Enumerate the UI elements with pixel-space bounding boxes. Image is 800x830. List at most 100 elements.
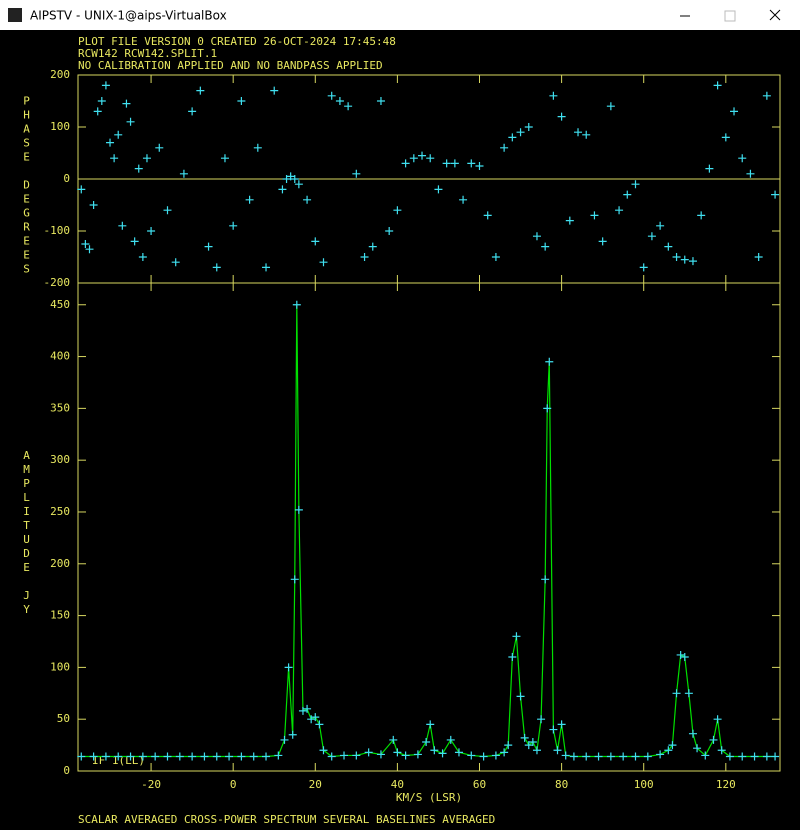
data-point bbox=[590, 211, 599, 220]
data-point bbox=[126, 752, 135, 761]
data-point bbox=[639, 263, 648, 272]
annotation: IF 1(LL) bbox=[92, 754, 145, 767]
title-bar bbox=[0, 0, 800, 30]
data-point bbox=[237, 97, 246, 105]
y-tick-label: 200 bbox=[50, 68, 70, 81]
y-tick-label: 150 bbox=[50, 609, 70, 622]
data-point bbox=[631, 752, 640, 761]
data-point bbox=[615, 206, 624, 215]
data-point bbox=[340, 751, 349, 760]
data-point bbox=[85, 245, 94, 254]
data-point bbox=[524, 741, 533, 750]
data-point bbox=[344, 102, 353, 111]
data-point bbox=[292, 300, 301, 309]
data-point bbox=[294, 180, 303, 189]
data-point bbox=[500, 143, 509, 152]
footer: SCALAR AVERAGED CROSS-POWER SPECTRUM SEV… bbox=[78, 813, 495, 826]
data-point bbox=[280, 735, 289, 744]
data-point bbox=[557, 112, 566, 121]
header-line: NO CALIBRATION APPLIED AND NO BANDPASS A… bbox=[78, 59, 383, 72]
data-point bbox=[467, 159, 476, 168]
data-point bbox=[516, 692, 525, 701]
data-point bbox=[286, 172, 295, 181]
data-point bbox=[680, 255, 689, 264]
plot-area bbox=[0, 30, 800, 830]
data-point bbox=[389, 735, 398, 744]
data-point bbox=[163, 752, 172, 761]
data-point bbox=[77, 185, 86, 194]
y-axis-label: PHASE DEGREES bbox=[20, 95, 33, 277]
data-point bbox=[606, 102, 615, 111]
data-point bbox=[606, 752, 615, 761]
data-point bbox=[282, 175, 291, 183]
data-point bbox=[553, 746, 562, 755]
data-point bbox=[771, 190, 780, 199]
x-tick-label: 40 bbox=[391, 778, 404, 791]
maximize-button[interactable] bbox=[724, 10, 736, 22]
data-point bbox=[393, 206, 402, 215]
data-point bbox=[717, 746, 726, 755]
data-point bbox=[483, 211, 492, 220]
window-title: AIPSTV - UNIX-1@aips-VirtualBox bbox=[30, 9, 227, 23]
data-point bbox=[179, 169, 188, 178]
y-tick-label: 250 bbox=[50, 505, 70, 518]
y-tick-label: 200 bbox=[50, 557, 70, 570]
data-point bbox=[582, 752, 591, 761]
data-point bbox=[434, 185, 443, 194]
data-point bbox=[565, 216, 574, 225]
x-tick-label: 80 bbox=[555, 778, 568, 791]
data-point bbox=[288, 730, 297, 739]
data-point bbox=[151, 752, 160, 761]
data-point bbox=[327, 752, 336, 761]
data-point bbox=[171, 258, 180, 267]
data-point bbox=[278, 185, 287, 194]
data-point bbox=[500, 748, 509, 757]
data-point bbox=[229, 221, 238, 230]
data-point bbox=[721, 133, 730, 142]
data-point bbox=[212, 263, 221, 272]
data-point bbox=[446, 735, 455, 744]
data-point bbox=[364, 748, 373, 757]
data-point bbox=[541, 575, 550, 584]
data-point bbox=[643, 752, 652, 761]
y-tick-label: 100 bbox=[50, 120, 70, 133]
data-point bbox=[619, 752, 628, 761]
data-point bbox=[270, 86, 279, 95]
data-point bbox=[459, 195, 468, 204]
data-point bbox=[368, 242, 377, 251]
data-point bbox=[688, 257, 697, 266]
data-point bbox=[142, 154, 151, 163]
data-point bbox=[413, 750, 422, 759]
data-point bbox=[122, 99, 131, 108]
data-point bbox=[631, 180, 640, 189]
data-point bbox=[196, 86, 205, 95]
data-point bbox=[352, 751, 361, 760]
data-point bbox=[520, 733, 529, 742]
data-point bbox=[697, 211, 706, 220]
data-point bbox=[376, 97, 385, 105]
data-point bbox=[664, 746, 673, 755]
data-point bbox=[543, 404, 552, 413]
data-point bbox=[298, 706, 307, 715]
data-point bbox=[668, 741, 677, 750]
data-point bbox=[327, 91, 336, 100]
y-tick-label: 400 bbox=[50, 350, 70, 363]
data-point bbox=[574, 128, 583, 137]
data-point bbox=[672, 689, 681, 698]
data-point bbox=[106, 138, 115, 147]
data-point bbox=[532, 232, 541, 241]
data-point bbox=[454, 748, 463, 757]
x-tick-label: 60 bbox=[473, 778, 486, 791]
data-point bbox=[623, 190, 632, 199]
data-point bbox=[274, 751, 283, 760]
close-button[interactable] bbox=[769, 9, 781, 21]
data-point bbox=[163, 206, 172, 215]
data-point bbox=[138, 752, 147, 761]
data-point bbox=[311, 713, 320, 722]
data-point bbox=[409, 154, 418, 163]
data-point bbox=[253, 143, 262, 152]
data-point bbox=[516, 128, 525, 137]
data-point bbox=[114, 130, 123, 139]
data-point bbox=[541, 242, 550, 251]
data-point bbox=[479, 752, 488, 761]
